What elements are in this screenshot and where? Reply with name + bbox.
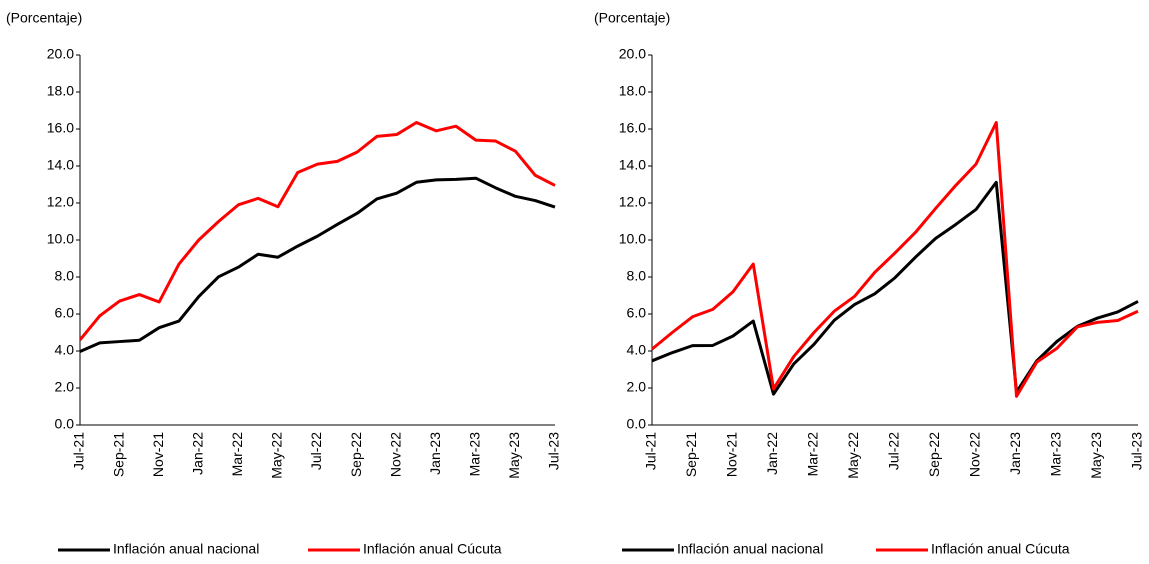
- x-tick-label: Jul-22: [308, 432, 324, 470]
- legend-label: Inflación anual Cúcuta: [931, 541, 1070, 557]
- y-tick-label: 20.0: [619, 46, 646, 62]
- x-tick-label: Mar-22: [229, 432, 245, 477]
- x-tick-label: Sep-22: [348, 432, 364, 477]
- x-tick-label: Jul-23: [546, 432, 562, 470]
- y-tick-label: 18.0: [47, 83, 74, 99]
- y-axis-label: (Porcentaje): [6, 10, 82, 26]
- series-line: [651, 180, 1139, 396]
- x-tick-label: Mar-23: [1048, 432, 1064, 477]
- x-tick-label: Jul-23: [1129, 432, 1145, 470]
- y-tick-label: 6.0: [55, 305, 75, 321]
- y-tick-label: 0.0: [627, 416, 647, 432]
- x-tick-label: Jan-23: [427, 432, 443, 475]
- x-tick-label: Jan-23: [1007, 432, 1023, 475]
- legend-label: Inflación anual Cúcuta: [363, 541, 502, 557]
- y-tick-label: 18.0: [619, 83, 646, 99]
- y-tick-label: 12.0: [47, 194, 74, 210]
- x-tick-label: May-22: [845, 432, 861, 479]
- y-axis-label: (Porcentaje): [594, 10, 670, 26]
- x-tick-label: May-23: [1088, 432, 1104, 479]
- series-line: [651, 121, 1139, 398]
- y-tick-label: 2.0: [627, 379, 647, 395]
- y-tick-label: 10.0: [619, 231, 646, 247]
- x-tick-label: Nov-22: [967, 432, 983, 477]
- y-tick-label: 14.0: [47, 157, 74, 173]
- y-tick-label: 8.0: [55, 268, 75, 284]
- x-tick-label: Sep-21: [110, 432, 126, 477]
- y-tick-label: 2.0: [55, 379, 75, 395]
- x-tick-label: Sep-21: [683, 432, 699, 477]
- series-line: [79, 176, 556, 353]
- y-tick-label: 16.0: [619, 120, 646, 136]
- x-tick-label: Nov-21: [150, 432, 166, 477]
- y-tick-label: 4.0: [627, 342, 647, 358]
- x-tick-label: Jul-21: [643, 432, 659, 470]
- x-tick-label: Mar-23: [467, 432, 483, 477]
- y-tick-label: 16.0: [47, 120, 74, 136]
- x-tick-label: Nov-21: [724, 432, 740, 477]
- x-tick-label: Jul-22: [886, 432, 902, 470]
- y-tick-label: 8.0: [627, 268, 647, 284]
- x-tick-label: Jan-22: [189, 432, 205, 475]
- x-tick-label: May-22: [269, 432, 285, 479]
- y-tick-label: 0.0: [55, 416, 75, 432]
- legend-label: Inflación anual nacional: [113, 541, 259, 557]
- series-line: [78, 121, 556, 341]
- x-tick-label: Jan-22: [764, 432, 780, 475]
- x-tick-label: Jul-21: [71, 432, 87, 470]
- y-tick-label: 4.0: [55, 342, 75, 358]
- legend-label: Inflación anual nacional: [677, 541, 823, 557]
- x-tick-label: Nov-22: [387, 432, 403, 477]
- x-tick-label: Sep-22: [926, 432, 942, 477]
- y-tick-label: 6.0: [627, 305, 647, 321]
- y-tick-label: 14.0: [619, 157, 646, 173]
- y-tick-label: 12.0: [619, 194, 646, 210]
- y-tick-label: 10.0: [47, 231, 74, 247]
- x-tick-label: May-23: [506, 432, 522, 479]
- x-tick-label: Mar-22: [805, 432, 821, 477]
- y-tick-label: 20.0: [47, 46, 74, 62]
